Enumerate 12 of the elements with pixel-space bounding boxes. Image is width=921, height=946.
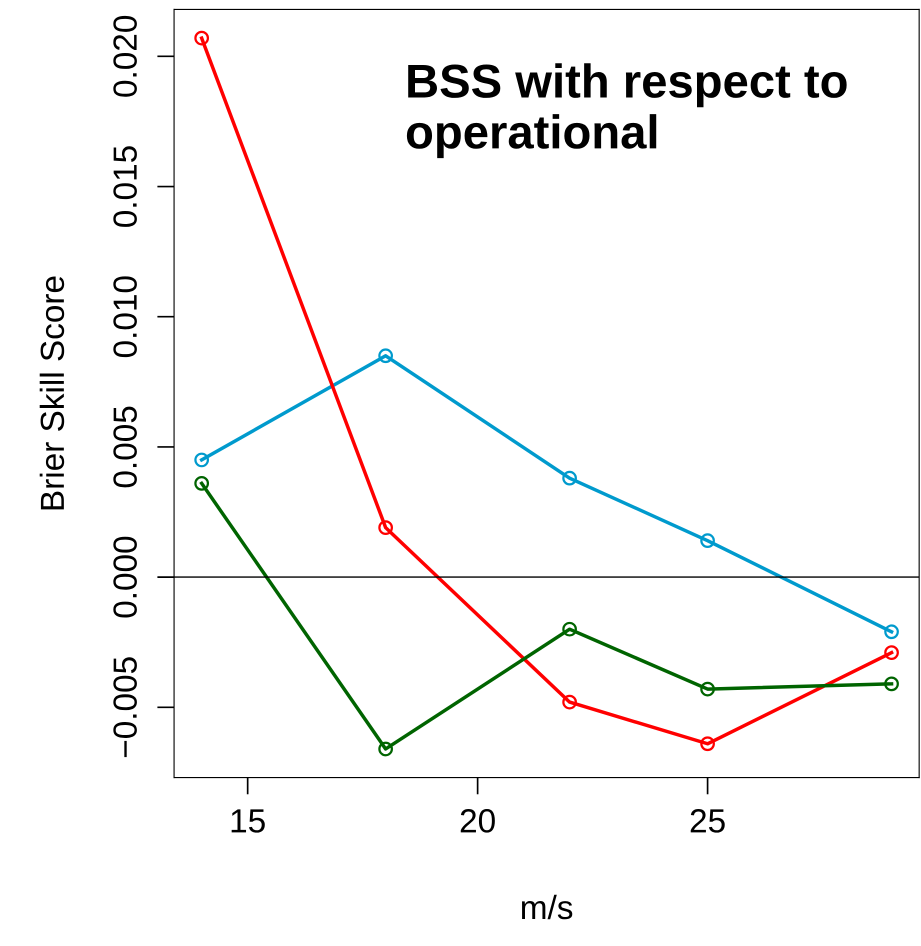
- y-tick-label: −0.005: [113, 657, 137, 758]
- y-tick-label: 0.020: [113, 16, 137, 97]
- annotation: BSS with respect to operational: [406, 63, 847, 158]
- y-axis-title: Brier Skill Score: [40, 276, 64, 510]
- x-tick-label: 25: [690, 809, 725, 833]
- x-tick-label: 15: [232, 809, 265, 833]
- y-tick-label: 0.010: [113, 276, 137, 358]
- y-tick-label: 0.005: [113, 406, 137, 488]
- y-tick-label: 0.000: [113, 536, 137, 618]
- x-axis-title: m/s: [522, 894, 572, 920]
- x-tick-label: 20: [460, 809, 495, 833]
- y-tick-label: 0.015: [113, 146, 137, 227]
